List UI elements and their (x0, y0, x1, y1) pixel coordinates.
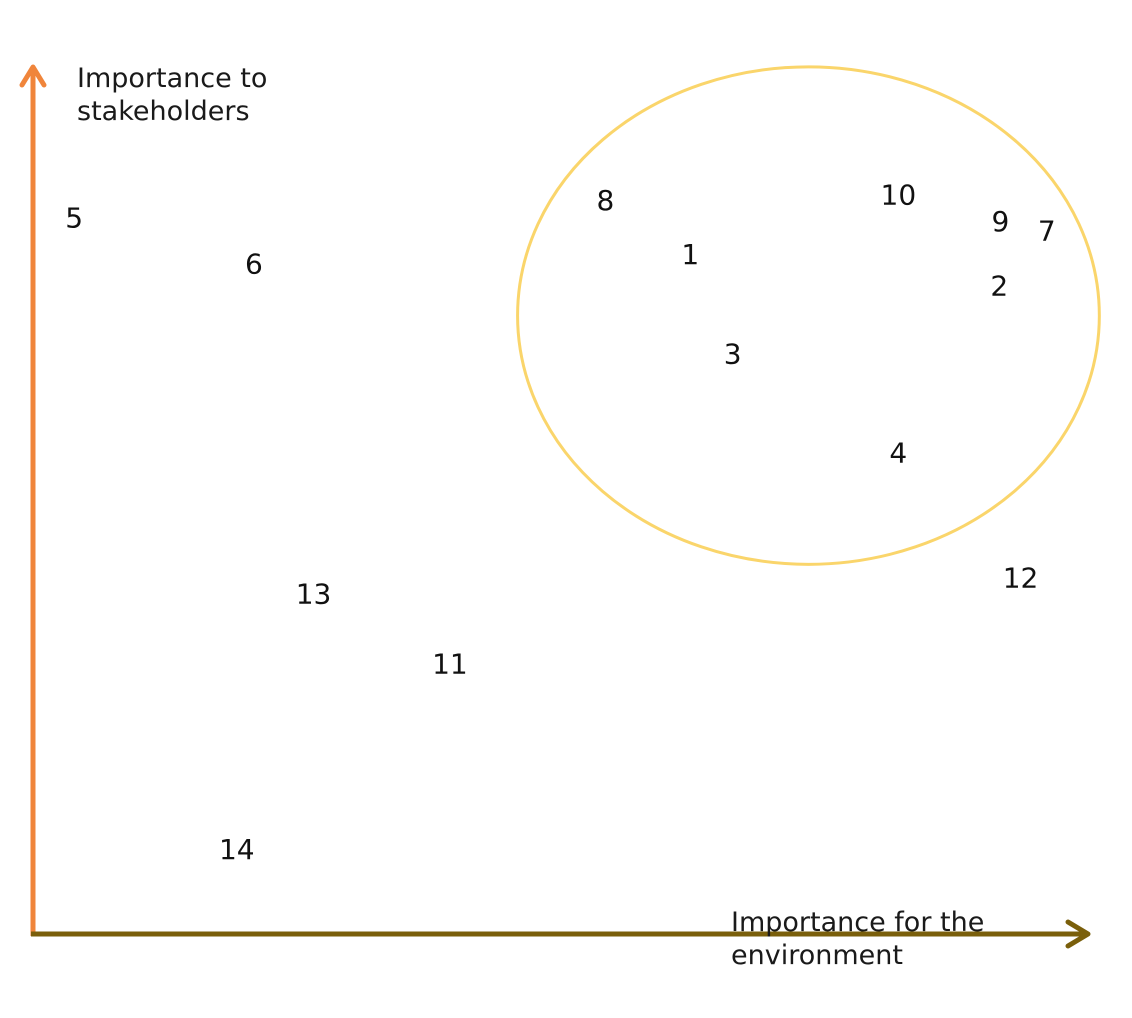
data-point-8: 8 (597, 184, 615, 217)
data-point-14: 14 (219, 833, 255, 866)
data-point-10: 10 (881, 178, 917, 211)
data-point-6: 6 (245, 248, 263, 281)
data-point-12: 12 (1003, 562, 1039, 595)
y-axis-arrowhead (19, 64, 47, 88)
axes-layer (19, 64, 1091, 949)
x-axis-title: Importance for the environment (731, 907, 993, 971)
data-point-4: 4 (889, 437, 907, 470)
x-axis-arrowhead (1065, 919, 1091, 949)
y-axis-title: Importance to stakeholders (77, 63, 276, 127)
highlight-ellipse (516, 65, 1101, 566)
data-point-13: 13 (296, 578, 332, 611)
highlight-region-layer (516, 65, 1101, 566)
data-point-7: 7 (1038, 215, 1056, 248)
x-axis-title-line-2: environment (731, 940, 903, 971)
x-axis-title-line-1: Importance for the (731, 907, 984, 938)
data-point-3: 3 (724, 338, 742, 371)
data-point-1: 1 (681, 238, 699, 271)
data-point-5: 5 (65, 202, 83, 235)
y-axis-title-line-2: stakeholders (77, 96, 250, 127)
y-axis-title-line-1: Importance to (77, 63, 267, 94)
data-point-9: 9 (991, 205, 1009, 238)
data-point-11: 11 (432, 648, 468, 681)
data-point-2: 2 (990, 269, 1008, 302)
